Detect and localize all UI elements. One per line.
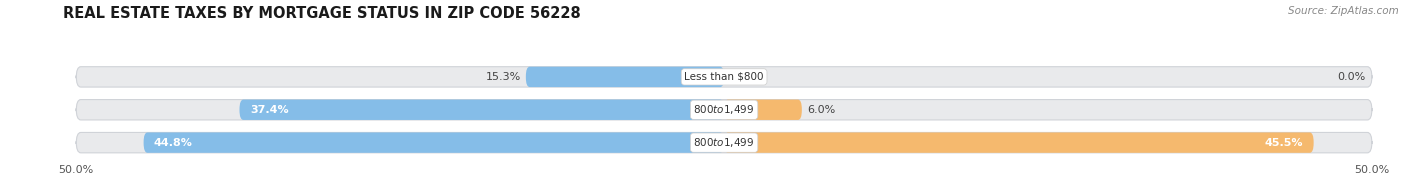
Text: 37.4%: 37.4% [250,105,288,115]
Text: 44.8%: 44.8% [155,138,193,148]
FancyBboxPatch shape [239,100,724,120]
FancyBboxPatch shape [76,132,1372,153]
Text: 45.5%: 45.5% [1265,138,1303,148]
FancyBboxPatch shape [526,67,724,87]
Text: REAL ESTATE TAXES BY MORTGAGE STATUS IN ZIP CODE 56228: REAL ESTATE TAXES BY MORTGAGE STATUS IN … [63,6,581,21]
Text: 6.0%: 6.0% [807,105,835,115]
FancyBboxPatch shape [76,67,1372,87]
Text: Less than $800: Less than $800 [685,72,763,82]
FancyBboxPatch shape [724,100,801,120]
Text: $800 to $1,499: $800 to $1,499 [693,136,755,149]
Text: Source: ZipAtlas.com: Source: ZipAtlas.com [1288,6,1399,16]
Text: 0.0%: 0.0% [1337,72,1365,82]
FancyBboxPatch shape [76,100,1372,120]
FancyBboxPatch shape [143,132,724,153]
Text: $800 to $1,499: $800 to $1,499 [693,103,755,116]
Text: 15.3%: 15.3% [485,72,520,82]
FancyBboxPatch shape [724,132,1313,153]
